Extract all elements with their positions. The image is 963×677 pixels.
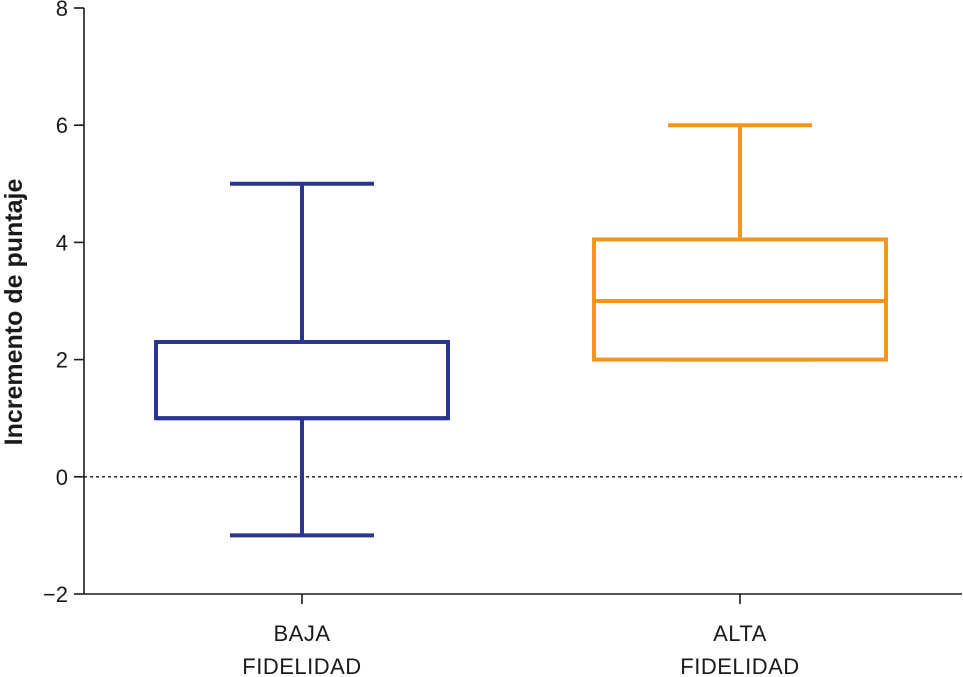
y-tick-label: 0 [56,465,68,490]
x-category-label-line1: BAJA [273,621,330,646]
y-ticks: −2 0 2 4 6 8 [43,0,84,607]
y-tick-label: 2 [56,348,68,373]
x-category-labels: BAJA FIDELIDAD ALTA FIDELIDAD [242,594,799,677]
box-1 [154,181,450,538]
y-tick-label: 4 [56,230,68,255]
y-tick-label: 6 [56,113,68,138]
x-axis: BAJA FIDELIDAD ALTA FIDELIDAD [84,593,962,677]
boxes [154,123,888,538]
y-tick-label: −2 [43,582,68,607]
y-axis-title: Incremento de puntaje [0,179,28,446]
y-tick-label: 8 [56,0,68,21]
x-category-label-line2: FIDELIDAD [242,654,361,677]
interquartile-box [154,340,450,421]
box-2 [592,123,888,362]
y-axis: −2 0 2 4 6 8 [43,0,85,607]
x-category-label-line2: FIDELIDAD [680,654,799,677]
x-category-label-line1: ALTA [713,621,767,646]
